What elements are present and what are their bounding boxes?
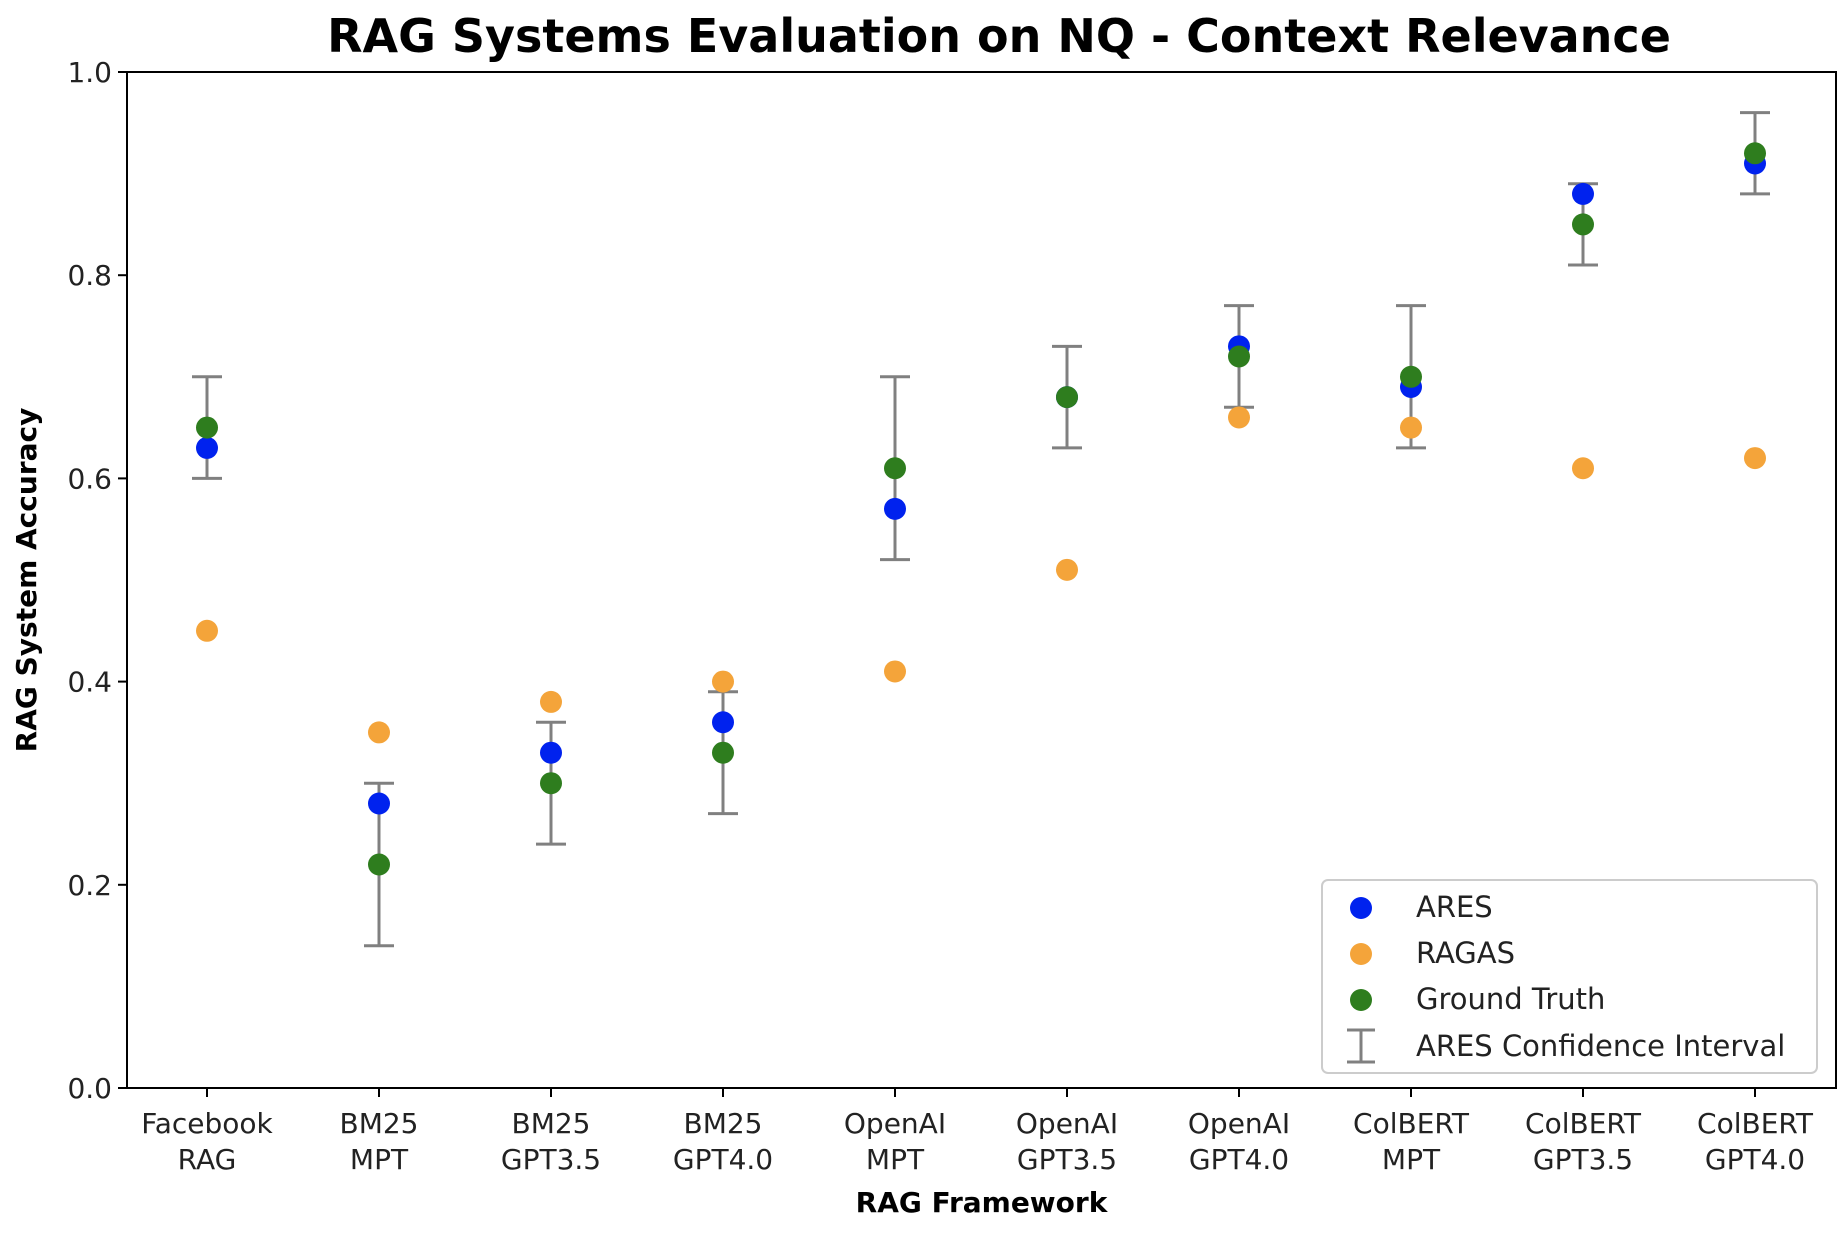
x-tick-label-line: GPT4.0 [1189, 1143, 1289, 1176]
x-tick-label: ColBERT GPT3.5 [1525, 1107, 1642, 1176]
data-point [540, 690, 562, 713]
data-point [712, 670, 734, 693]
data-point [1572, 213, 1594, 236]
y-tick-label: 0.8 [67, 259, 112, 292]
x-tick-label: OpenAI MPT [844, 1107, 946, 1176]
data-point [1228, 406, 1250, 429]
y-tick-label: 1.0 [67, 56, 112, 89]
x-tick-label-line: Facebook [141, 1107, 273, 1140]
x-tick-label: BM25 GPT3.5 [501, 1107, 601, 1176]
x-tick-label-line: ColBERT [1525, 1107, 1642, 1140]
error-bars [192, 111, 1770, 948]
y-tick-label: 0.4 [67, 666, 112, 699]
data-point [1572, 182, 1594, 205]
legend-label: ARES [1416, 890, 1493, 924]
x-tick-label-line: BM25 [340, 1107, 419, 1140]
data-point [884, 497, 906, 520]
data-point [1400, 365, 1422, 388]
data-point [196, 619, 218, 642]
data-point [196, 436, 218, 459]
x-tick-label-line: MPT [350, 1143, 409, 1176]
legend-marker [1350, 897, 1372, 919]
data-point [1056, 558, 1078, 581]
legend-label: RAGAS [1416, 936, 1515, 970]
data-point [368, 792, 390, 815]
data-point [1400, 416, 1422, 439]
legend-label: Ground Truth [1416, 982, 1605, 1016]
data-point [1744, 447, 1766, 470]
legend-marker [1350, 989, 1372, 1011]
axes-frame [126, 71, 1837, 1089]
data-point [368, 853, 390, 876]
series-ground-truth [196, 142, 1766, 876]
legend: ARES RAGAS Ground Truth ARES Confidence Int… [1321, 879, 1818, 1074]
x-tick-label: OpenAI GPT4.0 [1188, 1107, 1290, 1176]
x-tick-label-line: GPT3.5 [1017, 1143, 1117, 1176]
x-tick-label-line: GPT4.0 [673, 1143, 773, 1176]
x-tick-label: BM25 GPT4.0 [673, 1107, 773, 1176]
x-tick-label-line: GPT3.5 [501, 1143, 601, 1176]
legend-label: ARES Confidence Interval [1416, 1029, 1785, 1063]
x-tick-label-line: BM25 [512, 1107, 591, 1140]
data-point [1056, 386, 1078, 409]
data-point [1744, 142, 1766, 165]
y-tick-label: 0.2 [67, 869, 112, 902]
x-tick-label: ColBERT MPT [1353, 1107, 1470, 1176]
x-tick-label-line: OpenAI [1188, 1107, 1290, 1140]
y-axis-label: RAG System Accuracy [10, 408, 43, 753]
x-tick-label-line: ColBERT [1697, 1107, 1814, 1140]
x-tick-label: BM25 MPT [340, 1107, 419, 1176]
legend-box [1321, 879, 1818, 1074]
data-point [1228, 345, 1250, 368]
x-tick-label-line: GPT4.0 [1705, 1143, 1805, 1176]
data-point [1572, 457, 1594, 480]
series-ragas [196, 406, 1766, 744]
x-axis-label: RAG Framework [856, 1186, 1109, 1219]
x-tick-label-line: OpenAI [844, 1107, 946, 1140]
x-tick-label-line: MPT [1382, 1143, 1441, 1176]
plot-area [192, 111, 1770, 948]
x-tick-label-line: OpenAI [1016, 1107, 1118, 1140]
y-axis: 0.0 0.2 0.4 0.6 0.8 1.0 [67, 56, 127, 1105]
data-point [884, 457, 906, 480]
legend-marker [1350, 943, 1372, 965]
data-point [368, 721, 390, 744]
chart-title: RAG Systems Evaluation on NQ - Context R… [327, 9, 1671, 63]
data-point [540, 772, 562, 795]
x-tick-label-line: MPT [866, 1143, 925, 1176]
x-tick-label: ColBERT GPT4.0 [1697, 1107, 1814, 1176]
data-point [712, 711, 734, 734]
y-tick-label: 0.0 [67, 1072, 112, 1105]
data-point [540, 741, 562, 764]
x-tick-label-line: RAG [178, 1143, 237, 1176]
data-point [196, 416, 218, 439]
x-tick-label-line: BM25 [684, 1107, 763, 1140]
data-point [884, 660, 906, 683]
y-tick-label: 0.6 [67, 462, 112, 495]
x-tick-label: Facebook RAG [141, 1107, 273, 1176]
x-tick-label-line: ColBERT [1353, 1107, 1470, 1140]
x-tick-label: OpenAI GPT3.5 [1016, 1107, 1118, 1176]
series-ares [196, 152, 1766, 815]
x-tick-label-line: GPT3.5 [1533, 1143, 1633, 1176]
data-point [712, 741, 734, 764]
